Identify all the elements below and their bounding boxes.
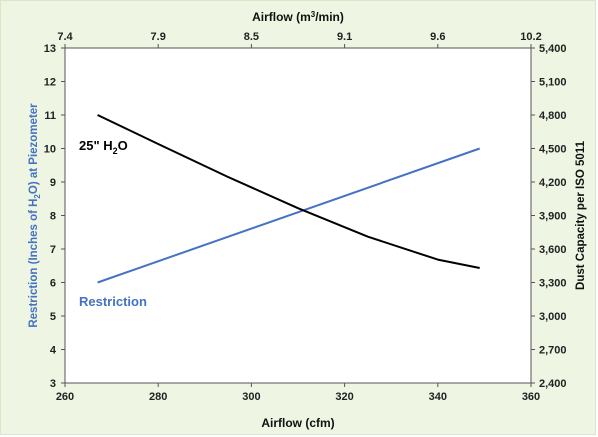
y2-tick-label: 2,400 <box>539 378 567 390</box>
y-tick-label: 12 <box>44 77 56 89</box>
y2-tick-label: 3,900 <box>539 211 567 223</box>
x-tick-label: 280 <box>149 391 167 403</box>
y-tick-label: 9 <box>50 177 56 189</box>
y2-tick-label: 4,500 <box>539 144 567 156</box>
x-tick-label: 360 <box>522 391 540 403</box>
y-tick-label: 10 <box>44 144 56 156</box>
x2-tick-label: 9.1 <box>337 31 352 43</box>
restriction-line <box>97 147 481 284</box>
y-tick-label: 4 <box>50 345 57 357</box>
y-tick-label: 11 <box>44 110 56 122</box>
x-tick-label: 260 <box>56 391 74 403</box>
y2-tick-label: 4,800 <box>539 110 567 122</box>
x2-tick-label: 7.9 <box>151 31 166 43</box>
y2-tick-label: 3,600 <box>539 244 567 256</box>
y-tick-label: 6 <box>50 278 56 290</box>
y2-axis-title: Dust Capacity per ISO 5011 <box>575 140 587 290</box>
x2-axis-title: Airflow (m3/min) <box>252 10 344 24</box>
x-tick-label: 340 <box>429 391 447 403</box>
y-tick-label: 13 <box>44 43 56 55</box>
y2-tick-label: 4,200 <box>539 177 567 189</box>
x2-tick-label: 7.4 <box>57 31 73 43</box>
y2-tick-label: 5,100 <box>539 77 567 89</box>
plot-area <box>64 47 532 384</box>
x-axis-title: Airflow (cfm) <box>261 416 334 430</box>
dust-capacity-line <box>97 114 480 269</box>
y2-tick-label: 3,300 <box>539 278 567 290</box>
y-tick-label: 5 <box>50 311 56 323</box>
dust-capacity-series-label: 25" H2O <box>79 138 128 156</box>
x2-tick-label: 9.6 <box>430 31 445 43</box>
x-tick-label: 300 <box>242 391 260 403</box>
y2-tick-label: 5,400 <box>539 43 567 55</box>
restriction-series-label: Restriction <box>79 294 147 309</box>
y-tick-label: 3 <box>50 378 56 390</box>
y-tick-label: 8 <box>50 211 56 223</box>
x2-tick-label: 10.2 <box>520 31 541 43</box>
x2-tick-label: 8.5 <box>244 31 259 43</box>
y-axis-title: Restriction (Inches of H2O) at Piezomete… <box>28 103 42 328</box>
y-tick-label: 7 <box>50 244 56 256</box>
y2-tick-label: 3,000 <box>539 311 567 323</box>
x-tick-label: 320 <box>335 391 353 403</box>
y2-tick-label: 2,700 <box>539 345 567 357</box>
